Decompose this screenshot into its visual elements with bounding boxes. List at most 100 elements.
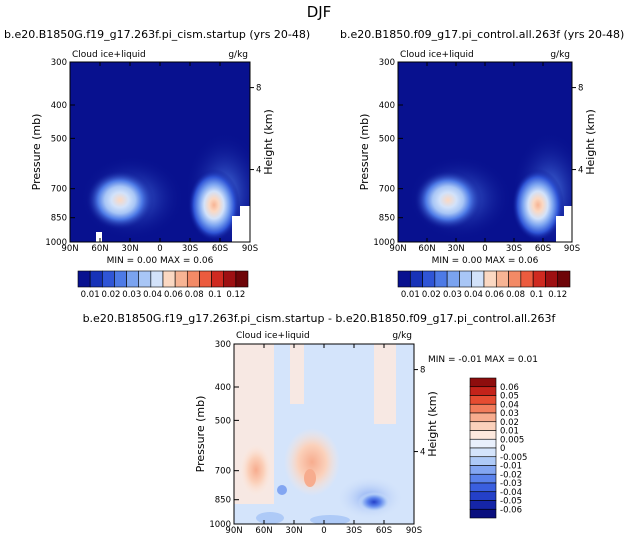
colorbar-swatch	[77, 270, 91, 288]
panel-2-field	[398, 62, 572, 242]
colorbar-swatch	[469, 412, 497, 423]
colorbar-label: 0.04	[500, 400, 519, 410]
min-max-text: MIN = 0.00 MAX = 0.06	[107, 256, 214, 266]
panel-1-subtitle-left: Cloud ice+liquid	[72, 50, 146, 60]
colorbar-swatch	[223, 270, 237, 288]
colorbar-label: 0.04	[464, 290, 483, 300]
colorbar-label: 0.03	[122, 290, 141, 300]
colorbar-swatch	[469, 500, 497, 510]
colorbar-label: 0.12	[548, 290, 567, 300]
x-tick-label: 90N	[225, 526, 242, 536]
x-tick-label: 90S	[564, 244, 580, 254]
colorbar-label: 0.1	[530, 290, 544, 300]
y-tick-label: 400	[51, 101, 67, 111]
y-tick-label: 500	[379, 134, 395, 144]
colorbar-swatch	[471, 270, 485, 288]
x-tick-label: 90N	[61, 244, 78, 254]
colorbar-label: 0.02	[500, 418, 519, 428]
y-axis-label: Pressure (mb)	[194, 396, 207, 473]
colorbar-swatch	[101, 270, 115, 288]
colorbar-swatch	[174, 270, 188, 288]
height-tick-label: 8	[256, 84, 261, 94]
x-tick-label: 60S	[535, 244, 551, 254]
colorbar-label: 0.06	[164, 290, 183, 300]
y-tick-label: 850	[215, 496, 231, 506]
min-max-text: MIN = 0.00 MAX = 0.06	[432, 256, 539, 266]
colorbar-swatch	[459, 270, 473, 288]
colorbar-swatch	[469, 430, 497, 440]
colorbar-swatch	[469, 491, 497, 501]
ticks-layer: 90N 60N 30N 0 30S 60S 90S300400500700850100084…	[30, 58, 597, 536]
height-tick-label: 8	[420, 366, 425, 376]
colorbar-1: 0.01 0.02 0.03 0.04 0.06 0.08 0.1 0.12	[77, 270, 249, 300]
colorbar-swatch	[114, 270, 127, 288]
colorbar-label: 0.01	[401, 290, 420, 300]
colorbar-label: 0.08	[185, 290, 204, 300]
panel-2: b.e20.B1850.f09_g17.pi_control.all.263f …	[340, 28, 624, 243]
y-tick-label: 500	[51, 134, 67, 144]
panel-2-subtitle-right: g/kg	[550, 50, 570, 60]
colorbar-swatch	[89, 270, 103, 288]
y-axis-right-label: Height (km)	[584, 109, 597, 175]
colorbar-swatch	[469, 377, 497, 388]
x-tick-label: 60S	[376, 526, 392, 536]
panel-1-field	[70, 62, 250, 242]
panel-3-subtitle-right: g/kg	[392, 331, 412, 341]
colorbar-label: -0.05	[500, 497, 522, 507]
height-tick-label: 4	[256, 166, 261, 176]
colorbar-label: -0.06	[500, 505, 522, 515]
y-tick-label: 300	[379, 58, 395, 68]
colorbar-label: 0.005	[500, 435, 524, 445]
colorbar-swatch	[469, 438, 497, 449]
y-axis-label: Pressure (mb)	[358, 114, 371, 191]
figure-title: DJF	[307, 3, 332, 21]
colorbar-label: -0.02	[500, 470, 522, 480]
height-tick-label: 8	[578, 84, 583, 94]
panel-3-title: b.e20.B1850G.f19_g17.263f.pi_cism.startu…	[83, 312, 557, 325]
colorbar-swatch	[138, 270, 152, 288]
colorbar-swatch	[434, 270, 448, 288]
panel-3: b.e20.B1850G.f19_g17.263f.pi_cism.startu…	[83, 312, 557, 525]
y-tick-label: 850	[379, 214, 395, 224]
colorbar-label: 0.06	[485, 290, 504, 300]
colorbar-swatch	[186, 270, 200, 288]
x-tick-label: 60N	[255, 526, 272, 536]
colorbar-label: 0.03	[443, 290, 462, 300]
panel-2-subtitle-left: Cloud ice+liquid	[400, 50, 474, 60]
colorbar-swatch	[469, 403, 497, 414]
colorbar-swatch	[397, 270, 411, 288]
colorbar-label: 0.03	[500, 409, 519, 419]
y-tick-label: 700	[379, 185, 395, 195]
colorbar-label: 0.02	[422, 290, 441, 300]
colorbar-label: 0.05	[500, 392, 519, 402]
x-tick-label: 30N	[121, 244, 138, 254]
height-tick-label: 4	[420, 448, 425, 458]
panel-2-title: b.e20.B1850.f09_g17.pi_control.all.263f …	[340, 28, 624, 41]
x-tick-label: 0	[157, 244, 162, 254]
colorbars-layer: 0.01 0.02 0.03 0.04 0.06 0.08 0.1 0.12 0.01 0.02 0…	[77, 270, 571, 519]
x-tick-label: 0	[321, 526, 326, 536]
colorbar-swatch	[469, 508, 497, 519]
panel-1-subtitle-right: g/kg	[228, 50, 248, 60]
colorbar-swatch	[520, 270, 534, 288]
y-axis-label: Pressure (mb)	[30, 114, 43, 191]
colorbar-label: 0.06	[500, 383, 519, 393]
y-tick-label: 1000	[209, 520, 231, 530]
colorbar-swatch	[162, 270, 176, 288]
colorbar-2: 0.01 0.02 0.03 0.04 0.06 0.08 0.1 0.12	[397, 270, 571, 300]
x-tick-label: 60S	[212, 244, 228, 254]
colorbar-label: -0.01	[500, 462, 522, 472]
x-tick-label: 60N	[91, 244, 108, 254]
panel-1: b.e20.B1850G.f19_g17.263f.pi_cism.startu…	[4, 28, 310, 243]
x-tick-label: 90S	[406, 526, 422, 536]
colorbar-label: 0.01	[500, 427, 519, 437]
panel-2-axes: 90N 60N 30N 0 30S 60S 90S 300 400 500 700 850 1000 8 4…	[358, 58, 597, 266]
colorbar-swatch	[469, 395, 497, 405]
x-tick-label: 60N	[418, 244, 435, 254]
colorbar-swatch	[532, 270, 546, 288]
colorbar-label: -0.03	[500, 479, 522, 489]
x-tick-label: 90S	[242, 244, 258, 254]
colorbar-label: 0.04	[143, 290, 162, 300]
colorbar-label: -0.005	[500, 453, 527, 463]
colorbar-swatch	[126, 270, 140, 288]
